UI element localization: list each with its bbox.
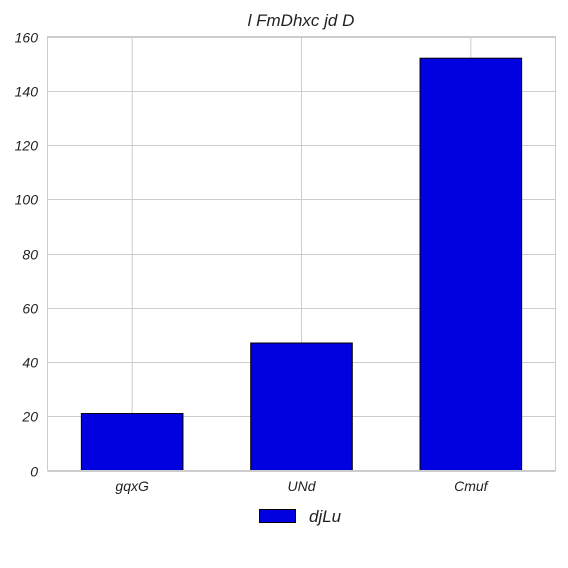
y-tick-label: 60: [22, 301, 38, 317]
y-tick-label: 160: [15, 30, 39, 46]
legend-swatch: [259, 509, 296, 523]
legend: djLu: [259, 507, 342, 526]
x-tick-label: UNd: [287, 478, 316, 494]
x-tick-label: Cmuf: [454, 478, 490, 494]
bar-Cmuf: [419, 57, 523, 471]
y-tick-label: 80: [22, 247, 38, 263]
bars-group: [80, 57, 523, 472]
y-tick-label: 40: [22, 355, 38, 371]
y-axis-ticks: 0 20 40 60 80 100 120 140 160: [15, 30, 39, 480]
y-tick-label: 0: [30, 464, 38, 480]
chart-title: l FmDhxc jd D: [248, 11, 355, 30]
x-tick-label: gqxG: [115, 478, 149, 494]
bar-gqxG: [80, 413, 184, 472]
bar-UNd: [250, 342, 353, 472]
plot-frame: [47, 36, 556, 471]
y-tick-label: 100: [15, 192, 39, 208]
y-tick-label: 20: [21, 409, 38, 425]
y-tick-label: 140: [15, 84, 39, 100]
y-tick-label: 120: [15, 138, 39, 154]
legend-label: djLu: [309, 507, 342, 526]
x-axis-ticks: gqxG UNd Cmuf: [115, 478, 489, 494]
